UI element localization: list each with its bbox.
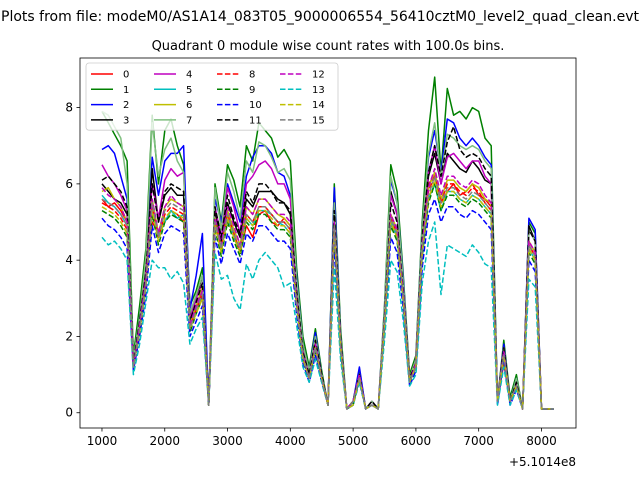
axes-title: Quadrant 0 module wise count rates with … bbox=[152, 39, 505, 54]
legend-label-11: 11 bbox=[249, 115, 262, 126]
y-tick-label: 4 bbox=[65, 253, 73, 267]
x-tick-label: 1000 bbox=[87, 434, 118, 448]
legend-label-10: 10 bbox=[249, 100, 262, 111]
legend-box bbox=[85, 62, 339, 131]
legend-label-4: 4 bbox=[186, 70, 192, 81]
legend-label-13: 13 bbox=[312, 85, 325, 96]
x-tick-label: 2000 bbox=[149, 434, 180, 448]
x-tick-label: 5000 bbox=[338, 434, 369, 448]
y-tick-label: 6 bbox=[65, 177, 73, 191]
legend-label-2: 2 bbox=[123, 100, 129, 111]
x-offset-label: +5.1014e8 bbox=[509, 455, 576, 469]
series-line-15 bbox=[101, 175, 554, 410]
legend-label-6: 6 bbox=[186, 100, 192, 111]
figure-suptitle: Plots from file: modeM0/AS1A14_083T05_90… bbox=[1, 9, 639, 25]
y-tick-label: 0 bbox=[65, 406, 73, 420]
x-tick-label: 7000 bbox=[463, 434, 494, 448]
x-tick-label: 8000 bbox=[526, 434, 557, 448]
legend-label-9: 9 bbox=[249, 85, 255, 96]
legend-label-14: 14 bbox=[312, 100, 325, 111]
legend-label-12: 12 bbox=[312, 70, 325, 81]
x-tick-label: 6000 bbox=[401, 434, 432, 448]
legend-label-3: 3 bbox=[123, 115, 129, 126]
legend-label-0: 0 bbox=[123, 70, 129, 81]
x-tick-label: 3000 bbox=[212, 434, 243, 448]
y-axis: 0 2 4 6 8 bbox=[65, 101, 80, 420]
x-axis: 1000 2000 3000 4000 5000 6000 7000 8000 bbox=[87, 428, 557, 448]
y-tick-label: 2 bbox=[65, 329, 73, 343]
x-tick-label: 4000 bbox=[275, 434, 306, 448]
legend-label-1: 1 bbox=[123, 85, 129, 96]
axes-frame bbox=[79, 57, 577, 429]
y-tick-label: 8 bbox=[65, 101, 73, 115]
legend-label-5: 5 bbox=[186, 85, 192, 96]
legend-label-15: 15 bbox=[312, 115, 325, 126]
plot-lines bbox=[101, 76, 554, 410]
legend-label-7: 7 bbox=[186, 115, 192, 126]
legend-label-8: 8 bbox=[249, 70, 255, 81]
